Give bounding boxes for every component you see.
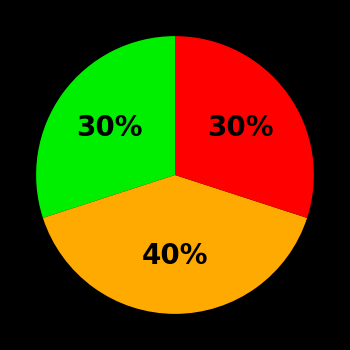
Text: 40%: 40% <box>142 241 208 270</box>
Text: 30%: 30% <box>207 114 273 142</box>
Text: 30%: 30% <box>77 114 143 142</box>
Wedge shape <box>175 36 314 218</box>
Wedge shape <box>36 36 175 218</box>
Wedge shape <box>43 175 307 314</box>
